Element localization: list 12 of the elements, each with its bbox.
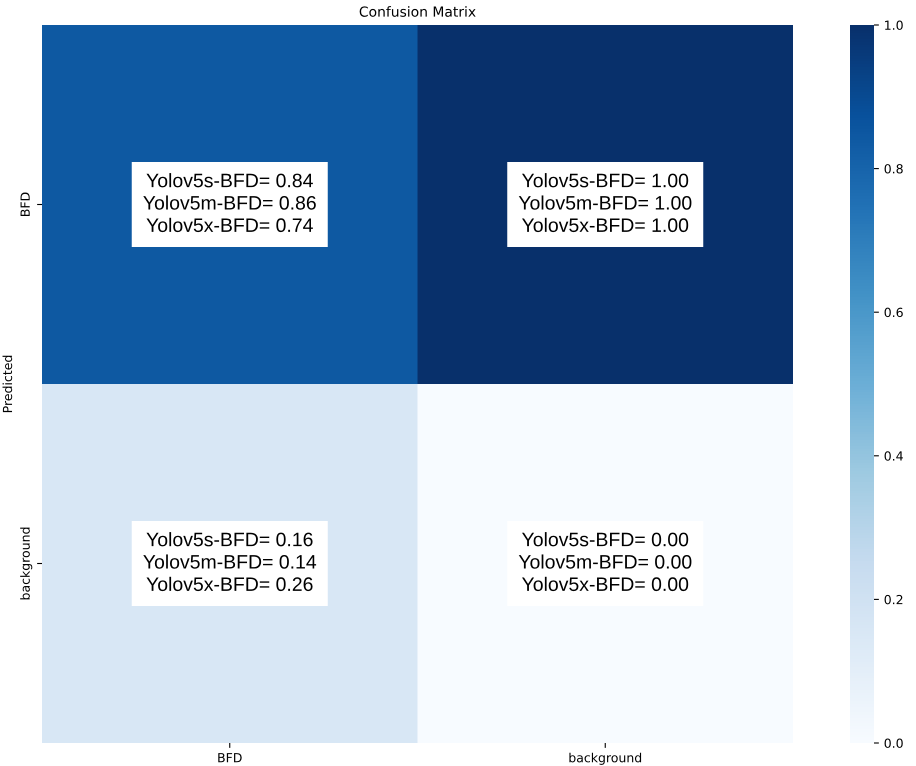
y-axis-title: Predicted <box>2 356 12 412</box>
color-bar-label: 0.4 <box>884 451 903 461</box>
data-label: Yolov5s-BFD= 0.84 Yolov5m-BFD= 0.86 Yolov5x-BFD= 0.74 <box>143 173 316 232</box>
data-label: Yolov5s-BFD= 0.00 Yolov5m-BFD= 0.00 Yolov5x-BFD= 0.00 <box>518 532 692 592</box>
chart-title: Confusion Matrix <box>360 6 476 17</box>
color-bar-label: 1.0 <box>885 20 903 30</box>
color-bar-label: 0.2 <box>884 594 902 604</box>
data-label: Yolov5s-BFD= 1.00 Yolov5m-BFD= 1.00 Yolov5x-BFD= 1.00 <box>518 173 692 232</box>
color-bar-label: 0.0 <box>884 738 903 748</box>
color-bar-label: 0.6 <box>884 308 903 318</box>
data-label: Yolov5s-BFD= 0.16 Yolov5m-BFD= 0.14 Yolov5x-BFD= 0.26 <box>143 532 316 592</box>
color-bar-label: 0.8 <box>884 164 903 174</box>
